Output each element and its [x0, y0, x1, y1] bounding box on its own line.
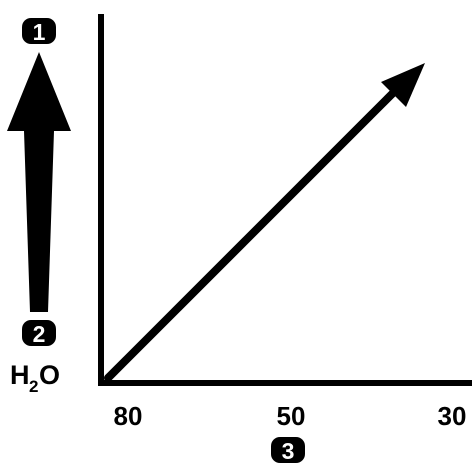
badge-3-label: 3 — [282, 438, 295, 464]
x-tick-label-3: 30 — [438, 401, 467, 431]
trend-arrow-shaft — [104, 82, 404, 382]
badge-2-background — [22, 320, 56, 346]
badge-2-label: 2 — [33, 321, 46, 347]
formula-subscript: 2 — [29, 377, 38, 396]
water-formula: H 2 O — [10, 360, 60, 396]
x-tick-label-2: 50 — [277, 401, 306, 431]
badge-1: 1 — [22, 18, 56, 45]
trend-arrow-head-icon — [381, 63, 425, 107]
formula-h: H — [10, 360, 30, 390]
x-tick-label-1: 80 — [114, 401, 143, 431]
badge-2: 2 — [22, 320, 56, 347]
badge-1-label: 1 — [33, 19, 46, 45]
badge-3: 3 — [271, 437, 305, 464]
badge-1-background — [22, 18, 56, 44]
formula-o: O — [39, 360, 60, 390]
badge-3-background — [271, 437, 305, 463]
up-arrow-icon — [7, 52, 71, 312]
